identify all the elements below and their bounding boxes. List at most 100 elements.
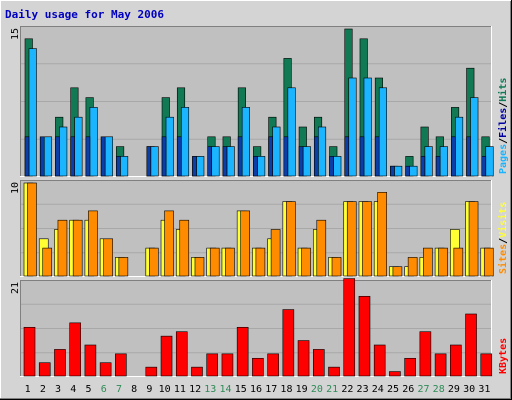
bar-kbytes-day-25 <box>389 371 401 377</box>
x-tick-label-day-20: 20 <box>311 384 323 395</box>
bar-pages-day-30 <box>466 136 471 177</box>
bar-sites-day-2 <box>42 247 53 277</box>
bar-kbytes-day-31 <box>480 353 493 377</box>
legend-visits-sites: Sites/Visits <box>497 202 509 274</box>
bar-pages-day-9 <box>146 146 152 177</box>
bar-kbytes-day-11 <box>175 331 188 377</box>
bar-files-day-30 <box>470 97 479 177</box>
x-tick-label-day-31: 31 <box>478 384 490 395</box>
bar-sites-day-13 <box>209 247 220 277</box>
bar-pages-day-6 <box>100 136 106 177</box>
bar-pages-day-22 <box>344 136 350 177</box>
bar-sites-day-1 <box>27 182 37 277</box>
x-tick-label-day-23: 23 <box>357 384 369 395</box>
bar-sites-day-26 <box>407 257 418 277</box>
bar-kbytes-day-14 <box>221 353 234 377</box>
bar-sites-day-5 <box>88 210 98 277</box>
bar-pages-day-12 <box>192 156 197 177</box>
x-tick-label-day-21: 21 <box>326 384 338 395</box>
bar-kbytes-day-1 <box>23 326 36 377</box>
bar-kbytes-day-28 <box>434 353 447 377</box>
bar-sites-day-14 <box>225 247 235 277</box>
bar-sites-day-6 <box>103 238 113 277</box>
bar-files-day-16 <box>257 156 266 177</box>
x-tick-label-day-5: 5 <box>86 384 92 395</box>
x-tick-label-day-25: 25 <box>387 384 399 395</box>
bar-pages-day-29 <box>451 136 456 177</box>
bar-kbytes-day-13 <box>206 353 219 377</box>
bar-sites-day-12 <box>194 257 205 277</box>
bar-pages-day-16 <box>253 156 258 177</box>
bar-sites-day-10 <box>164 210 174 277</box>
chart-title: Daily usage for May 2006 <box>5 8 164 21</box>
bar-kbytes-day-15 <box>236 326 249 377</box>
bar-sites-day-11 <box>179 219 190 277</box>
bar-files-day-5 <box>89 107 98 177</box>
x-tick-label-day-19: 19 <box>296 384 308 395</box>
bar-pages-day-1 <box>24 136 30 177</box>
x-tick-label-day-30: 30 <box>463 384 475 395</box>
x-tick-label-day-24: 24 <box>372 384 384 395</box>
bar-sites-day-21 <box>331 257 342 277</box>
bar-pages-day-14 <box>222 146 228 177</box>
bar-pages-day-15 <box>237 136 243 177</box>
bar-pages-day-7 <box>116 156 121 177</box>
x-tick-label-day-16: 16 <box>250 384 262 395</box>
legend-entry: / <box>498 138 509 144</box>
bar-sites-day-30 <box>468 201 479 277</box>
bar-kbytes-day-2 <box>38 362 51 377</box>
x-axis: 1 2 3 4 5 6 7 8 9 10 11 12 13 14 15 16 17 18 19 20 21 22 23 24 2… <box>25 384 491 395</box>
bar-sites-day-16 <box>255 247 266 277</box>
bar-pages-day-19 <box>298 146 304 177</box>
bar-files-day-29 <box>455 116 464 177</box>
bar-pages-day-23 <box>359 136 365 177</box>
bar-files-day-25 <box>394 165 403 177</box>
bar-sites-day-27 <box>423 247 433 277</box>
bar-sites-day-3 <box>57 219 68 277</box>
y-max-tick-label: 15 <box>10 28 21 40</box>
y-max-tick-label: 21 <box>10 282 21 294</box>
bar-sites-day-28 <box>438 247 448 277</box>
bar-kbytes-day-12 <box>191 366 203 377</box>
bar-kbytes-day-19 <box>297 340 310 377</box>
x-tick-label-day-8: 8 <box>131 384 137 395</box>
bar-files-day-7 <box>120 156 129 177</box>
bar-pages-day-25 <box>390 165 395 177</box>
x-tick-label-day-9: 9 <box>146 384 152 395</box>
bar-pages-day-31 <box>481 156 487 177</box>
x-tick-label-day-26: 26 <box>402 384 414 395</box>
bar-kbytes-day-5 <box>84 344 97 377</box>
x-tick-label-day-28: 28 <box>433 384 445 395</box>
legend-entry: Sites <box>497 244 509 274</box>
bar-files-day-10 <box>165 116 174 177</box>
bar-files-day-28 <box>439 146 448 177</box>
bar-files-day-11 <box>180 107 190 177</box>
bar-files-day-17 <box>272 126 281 177</box>
bar-sites-day-15 <box>240 210 250 277</box>
bar-sites-day-24 <box>377 192 387 277</box>
x-tick-label-day-4: 4 <box>70 384 76 395</box>
bar-kbytes-day-3 <box>54 349 66 377</box>
bar-pages-day-20 <box>313 136 319 177</box>
bar-kbytes-day-4 <box>69 322 81 377</box>
bar-files-day-4 <box>74 116 83 177</box>
bar-sites-day-9 <box>149 247 159 277</box>
legend-entry: KBytes <box>498 338 509 374</box>
x-tick-label-day-6: 6 <box>101 384 107 395</box>
bar-kbytes-day-18 <box>282 309 295 377</box>
bar-kbytes-day-23 <box>358 295 371 377</box>
x-tick-label-day-14: 14 <box>220 384 232 395</box>
bar-kbytes-day-9 <box>145 366 158 377</box>
legend-entry: Hits <box>497 78 509 102</box>
bar-pages-day-27 <box>420 156 426 177</box>
bar-sites-day-7 <box>118 257 129 277</box>
bar-kbytes-day-20 <box>312 349 325 377</box>
x-tick-label-day-15: 15 <box>235 384 247 395</box>
bar-kbytes-day-22 <box>343 278 356 377</box>
bar-files-day-19 <box>302 146 311 177</box>
bar-sites-day-4 <box>72 219 83 277</box>
bar-files-day-22 <box>348 77 357 177</box>
bar-pages-day-5 <box>85 136 91 177</box>
legend-entry: Pages <box>498 144 509 174</box>
legend-entry: / <box>498 238 509 244</box>
